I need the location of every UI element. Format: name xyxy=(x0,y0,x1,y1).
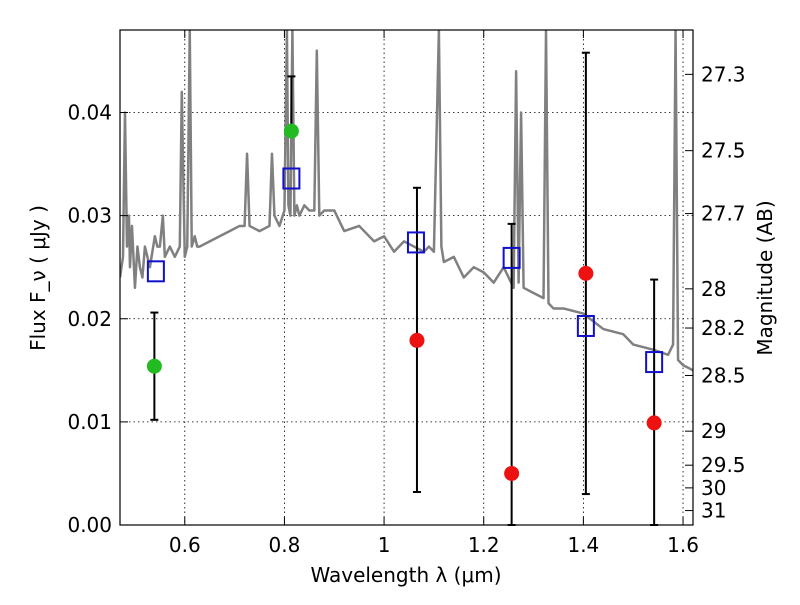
model-square-point xyxy=(502,246,521,269)
data-markers xyxy=(146,123,664,481)
y-tick-label: 0.01 xyxy=(67,410,112,434)
model-square-point xyxy=(282,167,301,190)
y-right-tick-label: 28 xyxy=(701,277,726,301)
y-tick-label: 0.03 xyxy=(67,204,112,228)
x-tick-label: 0.6 xyxy=(169,533,201,557)
model-square-point xyxy=(576,314,595,337)
plot-frame xyxy=(119,29,694,526)
y-axis-label: Flux F_ν ( μJy ) xyxy=(26,205,50,351)
y-right-tick-label: 30 xyxy=(701,476,726,500)
x-tick-label: 0.8 xyxy=(269,533,301,557)
y-right-tick-label: 27.3 xyxy=(701,62,746,86)
y-right-tick-label: 27.5 xyxy=(701,139,746,163)
data-point xyxy=(283,123,299,139)
model-square-point xyxy=(406,231,425,254)
error-bars xyxy=(150,51,659,526)
spectrum-series xyxy=(120,30,693,372)
y-axis-left: 0.00 0.01 0.02 0.03 0.04 xyxy=(67,101,128,537)
x-tick-label: 1.6 xyxy=(667,533,699,557)
x-axis-label: Wavelength λ (μm) xyxy=(310,563,501,587)
data-point xyxy=(504,465,520,481)
y-right-tick-label: 28.2 xyxy=(701,316,746,340)
y-right-tick-label: 27.7 xyxy=(701,202,746,226)
y-tick-label: 0.04 xyxy=(67,101,112,125)
data-point xyxy=(578,265,594,281)
data-point xyxy=(409,332,425,348)
y-tick-label: 0.02 xyxy=(67,307,112,331)
y-right-tick-label: 29.5 xyxy=(701,453,746,477)
model-square-point xyxy=(146,260,165,283)
spectrum-line xyxy=(120,30,693,372)
x-tick-label: 1.4 xyxy=(567,533,599,557)
data-point xyxy=(146,358,162,374)
x-tick-label: 1.2 xyxy=(468,533,500,557)
data-point xyxy=(646,415,662,431)
y-right-tick-label: 31 xyxy=(701,499,726,523)
y-right-tick-label: 28.5 xyxy=(701,363,746,387)
x-axis: 0.6 0.8 1 1.2 1.4 1.6 xyxy=(169,30,699,557)
y-tick-label: 0.00 xyxy=(67,513,112,537)
y-right-tick-label: 29 xyxy=(701,419,726,443)
x-tick-label: 1 xyxy=(378,533,391,557)
y-axis-right-label: Magnitude (AB) xyxy=(753,200,777,355)
model-square-point xyxy=(645,351,664,374)
